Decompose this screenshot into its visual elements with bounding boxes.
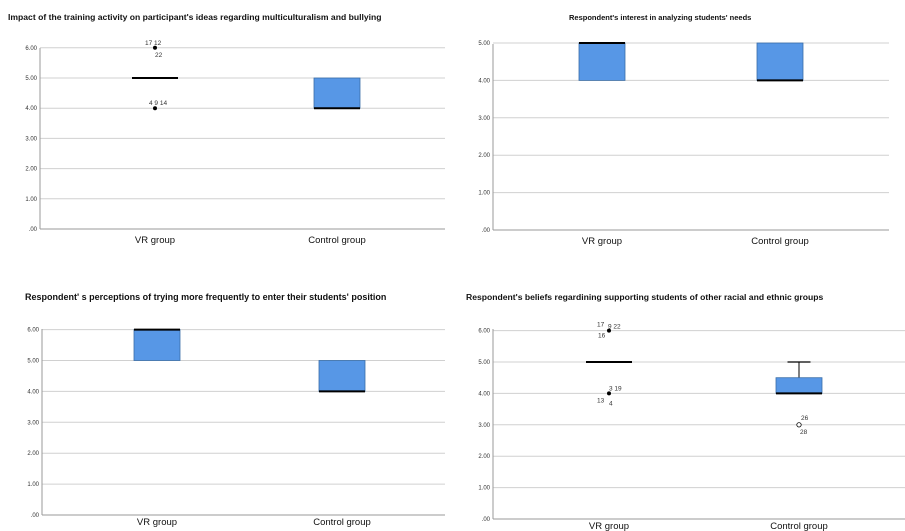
y-tick-label: 4.00 — [478, 78, 490, 84]
category-label: Control group — [751, 236, 809, 247]
outlier-label: 13 — [597, 397, 605, 404]
outlier-label: 17 12 — [145, 40, 162, 47]
outlier-label: 3 19 — [609, 385, 622, 392]
outlier-point — [796, 422, 802, 428]
outlier-point — [152, 45, 157, 50]
chart-title: Respondent's beliefs regardining support… — [466, 292, 824, 302]
y-tick-label: 3.00 — [478, 423, 490, 429]
box — [133, 329, 181, 361]
y-tick-label: 4.00 — [25, 106, 37, 112]
y-tick-label: 6.00 — [25, 46, 37, 52]
chart-panel-top-right: Respondent's interest in analyzing stude… — [453, 0, 905, 265]
box — [318, 360, 366, 392]
outlier-label: 16 — [598, 333, 606, 340]
outlier-label: 4 — [609, 400, 613, 407]
y-tick-label: .00 — [31, 513, 40, 519]
chart-panel-bottom-left: Respondent' s perceptions of trying more… — [0, 265, 452, 531]
category-label: Control group — [308, 235, 366, 246]
y-tick-label: 6.00 — [27, 328, 39, 334]
y-tick-label: .00 — [29, 227, 38, 233]
outlier-point — [606, 328, 611, 333]
y-tick-label: 1.00 — [478, 191, 490, 197]
y-tick-label: 5.00 — [27, 359, 39, 365]
y-tick-label: 3.00 — [478, 116, 490, 122]
chart-title: Impact of the training activity on parti… — [8, 12, 382, 22]
y-tick-label: .00 — [482, 228, 491, 234]
outlier-point — [606, 391, 611, 396]
outlier-label: 4 9 14 — [149, 100, 167, 107]
y-tick-label: 5.00 — [478, 360, 490, 366]
boxplot-svg: 5.00 4.00 3.00 2.00 1.00 .00 VR group Control g… — [478, 41, 889, 247]
box — [578, 42, 626, 81]
y-tick-label: 3.00 — [27, 420, 39, 426]
y-tick-label: 1.00 — [27, 482, 39, 488]
box — [775, 377, 823, 394]
outlier-label: 22 — [155, 52, 163, 59]
y-tick-label: 2.00 — [27, 451, 39, 457]
y-tick-label: 2.00 — [478, 153, 490, 159]
y-tick-label: 2.00 — [478, 454, 490, 460]
y-tick-label: 5.00 — [25, 76, 37, 82]
chart-panel-bottom-right: Respondent's beliefs regardining support… — [453, 265, 905, 531]
category-label: Control group — [770, 521, 828, 531]
outlier-label: 28 — [800, 429, 808, 436]
outlier-label: 26 — [801, 415, 809, 422]
y-tick-label: 5.00 — [478, 41, 490, 47]
y-tick-label: 1.00 — [478, 486, 490, 492]
y-tick-label: 6.00 — [478, 329, 490, 335]
category-label: Control group — [313, 517, 371, 528]
chart-title: Respondent's interest in analyzing stude… — [569, 13, 752, 22]
outlier-label: 9 22 — [608, 324, 621, 331]
y-tick-label: 2.00 — [25, 167, 37, 173]
outlier-label: 17 — [597, 322, 605, 329]
category-label: VR group — [135, 235, 175, 246]
y-tick-label: 4.00 — [478, 391, 490, 397]
y-tick-label: .00 — [482, 517, 491, 523]
y-tick-label: 4.00 — [27, 389, 39, 395]
box — [756, 42, 804, 81]
boxplot-svg: 6.00 5.00 4.00 3.00 2.00 1.00 .00 17 12 22 4 9 14… — [25, 40, 445, 246]
y-tick-label: 3.00 — [25, 136, 37, 142]
category-label: VR group — [582, 236, 622, 247]
outlier-point — [152, 106, 157, 111]
y-tick-label: 1.00 — [25, 197, 37, 203]
boxplot-svg: 6.00 5.00 4.00 3.00 2.00 1.00 .00 VR group Contr… — [27, 328, 445, 528]
chart-panel-top-left: Impact of the training activity on parti… — [0, 0, 452, 265]
box — [313, 77, 361, 109]
category-label: VR group — [137, 517, 177, 528]
chart-title: Respondent' s perceptions of trying more… — [25, 292, 387, 302]
category-label: VR group — [589, 521, 629, 531]
